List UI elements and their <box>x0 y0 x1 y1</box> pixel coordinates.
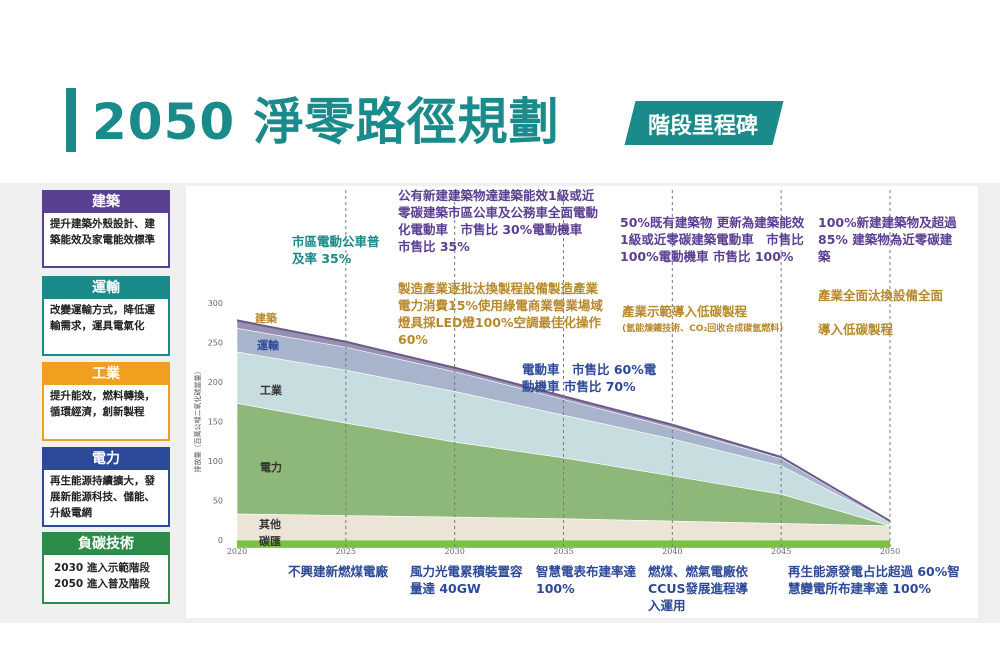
annotation-2035: 電動車 市售比 60%電動機車 市售比 70% <box>522 362 657 394</box>
page-title: 2050 淨零路徑規劃 <box>92 93 560 151</box>
x-tick-label-2030: 2030 <box>444 547 464 556</box>
milestone-2025: 不興建新燃煤電廠 <box>288 564 389 579</box>
x-tick-label-2035: 2035 <box>553 547 573 556</box>
annotation-2030-industry: 製造產業逐批汰換製程設備製造產業電力消費15%使用綠電商業營業場域燈具採LED燈… <box>398 281 603 347</box>
series-label-2: 電力 <box>260 460 282 474</box>
annotation-2040-industry: 產業示範導入低碳製程 <box>622 304 748 319</box>
series-label-5: 建築 <box>255 311 278 325</box>
card-building-title: 建築 <box>44 192 168 213</box>
x-tick-label-2040: 2040 <box>662 547 682 556</box>
annotation-2050: 100%新建建築物及超過 85% 建築物為近零碳建築 <box>818 215 957 264</box>
card-power: 電力 再生能源持續擴大，發展新能源科技、儲能、升級電網 <box>42 447 170 527</box>
y-tick-label-100: 100 <box>208 457 223 466</box>
y-tick-label-200: 200 <box>208 378 223 387</box>
card-industry-body: 提升能效，燃料轉換，循環經濟，創新製程 <box>50 390 155 418</box>
card-building-body: 提升建築外殼設計、建築能效及家電能效標準 <box>50 218 155 246</box>
annotation-2030: 公有新建建築物達建築能效1級或近零碳建築市區公車及公務車全面電動化電動車 市售比… <box>398 188 599 254</box>
y-tick-label-300: 300 <box>208 299 223 308</box>
card-transport-body: 改變運輸方式，降低運輸需求，運具電氣化 <box>50 304 155 332</box>
card-negative-carbon-body: 2030 進入示範階段 2050 進入普及階段 <box>54 562 150 590</box>
milestone-badge-label: 階段里程碑 <box>648 114 759 139</box>
x-tick-label-2050: 2050 <box>880 547 900 556</box>
card-power-body: 再生能源持續擴大，發展新能源科技、儲能、升級電網 <box>50 475 155 519</box>
card-transport: 運輸 改變運輸方式，降低運輸需求，運具電氣化 <box>42 276 170 356</box>
milestone-2040: 燃煤、燃氣電廠依CCUS發展進程導入運用 <box>648 564 749 613</box>
x-tick-label-2025: 2025 <box>336 547 356 556</box>
y-tick-label-0: 0 <box>218 536 223 545</box>
series-label-4: 運輸 <box>257 338 280 352</box>
card-negative-carbon-title: 負碳技術 <box>44 534 168 555</box>
card-industry-title: 工業 <box>44 364 168 385</box>
card-negative-carbon: 負碳技術 2030 進入示範階段 2050 進入普及階段 <box>42 532 170 604</box>
milestone-2035: 智慧電表布建率達 100% <box>536 564 637 596</box>
x-tick-label-2045: 2045 <box>771 547 791 556</box>
series-label-3: 工業 <box>260 383 283 397</box>
milestone-2030: 風力光電累積裝置容量達 40GW <box>410 564 523 596</box>
card-transport-title: 運輸 <box>44 278 168 299</box>
y-axis-label: 排放量（百萬公噸二氧化碳當量） <box>193 368 202 473</box>
milestone-2050: 再生能源發電占比超過 60%智慧變電所布建率達 100% <box>788 564 960 596</box>
annotation-2040-industry-note: (氫能煉鐵技術、CO₂回收合成碳氫燃料) <box>622 324 784 334</box>
series-label-0: 碳匯 <box>259 534 281 548</box>
annotation-2040: 50%既有建築物 更新為建築能效1級或近零碳建築電動車 市售比 100%電動機車… <box>620 215 805 264</box>
y-tick-label-250: 250 <box>208 339 223 348</box>
series-label-1: 其他 <box>259 517 281 531</box>
area-0 <box>237 540 890 548</box>
y-tick-label-50: 50 <box>213 497 223 506</box>
annotation-2025: 市區電動公車普及率 35% <box>292 234 380 266</box>
card-building: 建築 提升建築外殼設計、建築能效及家電能效標準 <box>42 190 170 268</box>
y-tick-label-150: 150 <box>208 418 223 427</box>
x-tick-label-2020: 2020 <box>227 547 247 556</box>
title-accent-bar <box>66 88 76 152</box>
annotation-2050-industry: 產業全面汰換設備全面導入低碳製程 <box>818 288 944 337</box>
card-industry: 工業 提升能效，燃料轉換，循環經濟，創新製程 <box>42 362 170 441</box>
card-power-title: 電力 <box>44 449 168 470</box>
